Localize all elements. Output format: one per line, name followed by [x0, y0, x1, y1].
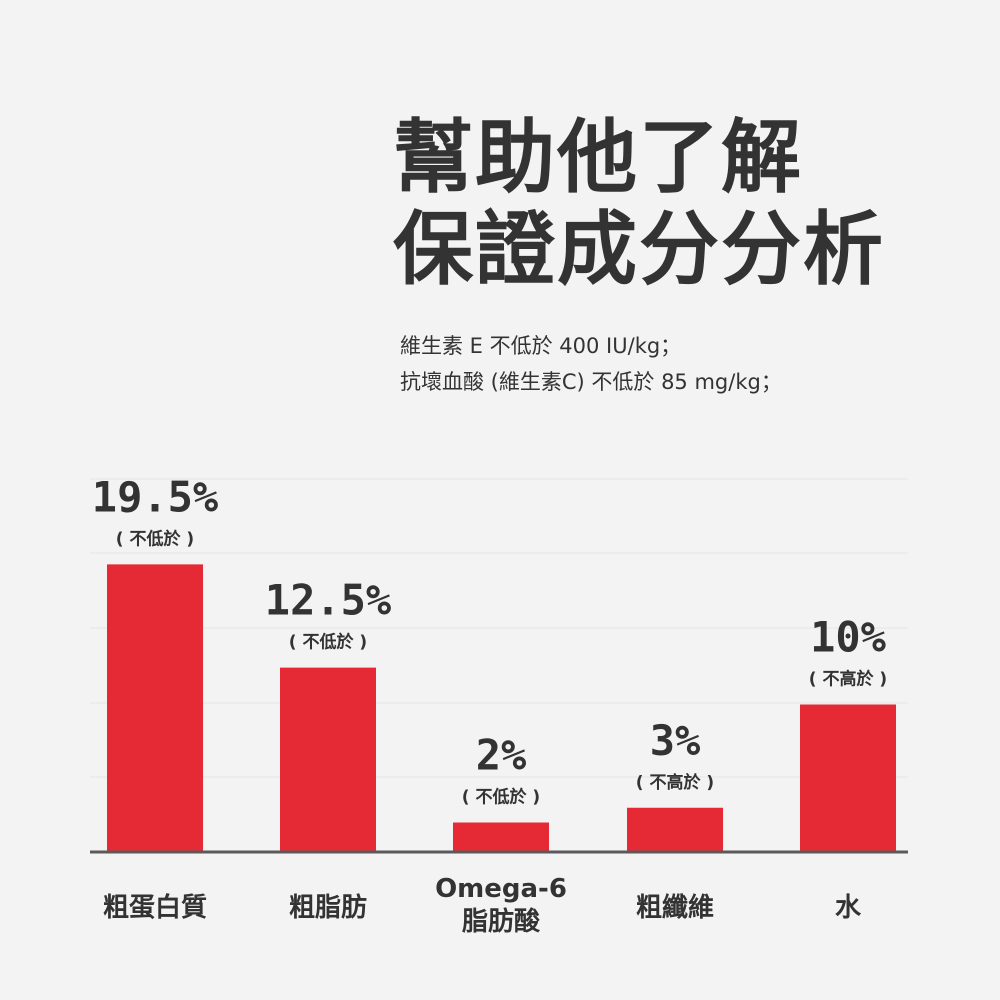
condition-label: ( 不低於 )	[462, 787, 540, 808]
title-line-2: 保證成分分析	[393, 203, 885, 296]
vitamin-e-note: 維生素 E 不低於 400 IU/kg；	[400, 334, 682, 358]
value-label: 2%	[476, 731, 527, 780]
category-label: 粗蛋白質	[103, 892, 207, 923]
vitamin-c-note: 抗壞血酸 (維生素C) 不低於 85 mg/kg；	[400, 370, 782, 394]
value-label: 3%	[650, 716, 701, 765]
value-label: 10%	[810, 613, 886, 662]
bar	[627, 807, 723, 852]
condition-label: ( 不低於 )	[289, 632, 367, 653]
category-label: Omega-6	[435, 874, 567, 904]
category-label: 粗脂肪	[289, 893, 367, 923]
bar	[800, 704, 896, 852]
category-label: 脂肪酸	[462, 907, 541, 937]
condition-label: ( 不低於 )	[116, 528, 194, 549]
category-label: 粗纖維	[636, 892, 714, 923]
condition-label: ( 不高於 )	[636, 772, 714, 793]
vitamin-notes: 維生素 E 不低於 400 IU/kg； 抗壞血酸 (維生素C) 不低於 85 …	[400, 328, 782, 400]
value-label: 19.5%	[92, 472, 218, 521]
title-line-1: 幫助他了解	[393, 111, 803, 204]
bar	[107, 564, 203, 852]
page-title: 幫助他了解 保證成分分析	[393, 112, 885, 296]
condition-label: ( 不高於 )	[809, 669, 887, 690]
value-label: 12.5%	[265, 576, 391, 625]
bar	[453, 822, 549, 852]
bar	[280, 667, 376, 852]
category-label: 水	[835, 893, 862, 923]
